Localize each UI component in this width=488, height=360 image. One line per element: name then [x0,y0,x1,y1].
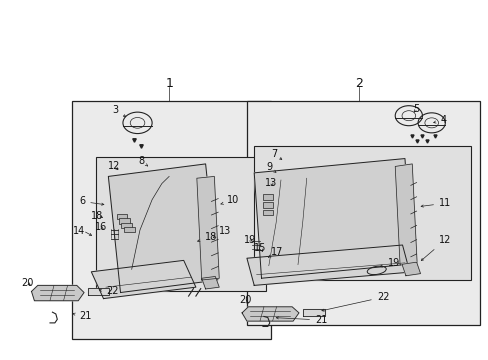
Polygon shape [242,307,298,321]
Bar [123,227,134,232]
Bar [263,194,272,200]
Bar [246,102,479,325]
Text: 1: 1 [165,77,173,90]
Text: 12: 12 [420,235,450,261]
Text: 22: 22 [321,292,388,311]
Polygon shape [401,262,420,276]
Text: 10: 10 [221,195,238,205]
Text: 19: 19 [379,258,399,268]
Text: 7: 7 [271,149,281,159]
Text: 18: 18 [197,232,217,242]
Text: 3: 3 [112,105,125,117]
Polygon shape [88,288,109,295]
Text: 21: 21 [276,315,326,325]
Bar [263,202,272,207]
Text: 15: 15 [254,243,266,253]
Polygon shape [108,164,217,293]
Text: 17: 17 [268,247,283,257]
Text: 11: 11 [420,198,450,208]
Text: 5: 5 [412,104,419,113]
Polygon shape [91,260,196,298]
Bar [72,102,271,339]
Text: 16: 16 [95,222,107,232]
Polygon shape [302,309,324,316]
Text: 6: 6 [79,197,103,206]
Polygon shape [197,176,219,280]
Bar [254,146,469,280]
Polygon shape [246,245,409,285]
Text: 19: 19 [244,235,256,245]
Text: 20: 20 [239,296,251,305]
Text: 13: 13 [213,226,230,237]
Text: 22: 22 [99,286,118,296]
Bar [96,157,266,291]
Polygon shape [394,164,416,265]
Bar [116,214,127,219]
Bar [263,210,272,215]
Text: 2: 2 [354,77,362,90]
Polygon shape [31,285,84,301]
Text: 13: 13 [265,178,277,188]
Bar [119,218,129,224]
Text: 9: 9 [266,162,275,172]
Text: 12: 12 [108,161,121,171]
Text: 18: 18 [91,211,103,221]
Bar [121,222,132,228]
Polygon shape [201,276,219,289]
Polygon shape [254,158,411,278]
Text: 8: 8 [138,156,147,166]
Text: 20: 20 [21,278,33,288]
Text: 21: 21 [73,311,91,321]
Text: 14: 14 [73,226,85,236]
Text: 4: 4 [433,115,446,125]
